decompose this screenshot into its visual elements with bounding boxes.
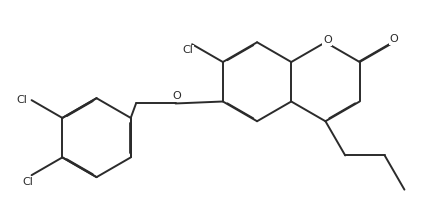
Text: O: O — [172, 91, 181, 101]
Text: Cl: Cl — [16, 95, 27, 105]
Text: O: O — [323, 35, 332, 45]
Text: O: O — [389, 34, 398, 44]
Text: Cl: Cl — [22, 177, 33, 187]
Text: Cl: Cl — [183, 45, 194, 55]
